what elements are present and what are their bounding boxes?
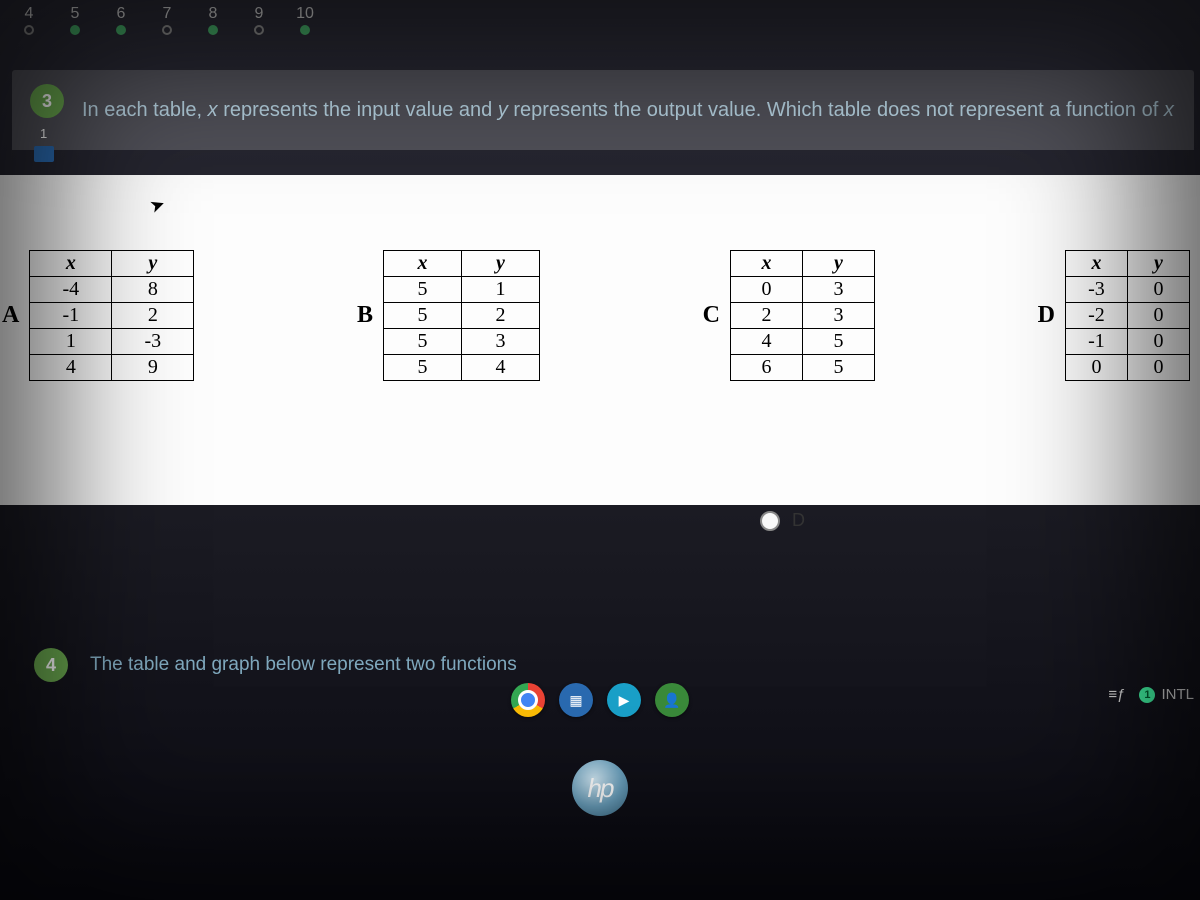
table-row: 1-3: [30, 329, 194, 355]
progress-dot-icon: [116, 25, 126, 35]
table-row: -20: [1065, 303, 1189, 329]
tables-row: A xy -48 -12 1-3 49 B xy 51 52 53 54 C x…: [0, 250, 1200, 381]
col-y: y: [462, 251, 540, 277]
table-row: -10: [1065, 329, 1189, 355]
next-question-text: The table and graph below represent two …: [90, 654, 517, 676]
choice-c[interactable]: C xy 03 23 45 65: [703, 250, 875, 381]
choice-label-c: C: [703, 302, 720, 329]
var-x: x: [208, 99, 218, 121]
table-row: 49: [30, 355, 194, 381]
chrome-icon[interactable]: [511, 683, 545, 717]
col-y: y: [112, 251, 194, 277]
page-nav-8[interactable]: 8: [190, 5, 236, 35]
page-progress-nav: 4 5 6 7 8 9 10: [0, 0, 1200, 40]
answer-option-d[interactable]: D: [760, 510, 805, 531]
table-row: 45: [730, 329, 874, 355]
progress-dot-icon: [70, 25, 80, 35]
intl-badge-icon: 1: [1139, 687, 1155, 703]
table-row: 23: [730, 303, 874, 329]
var-x: x: [1164, 99, 1174, 121]
table-c: xy 03 23 45 65: [730, 250, 875, 381]
var-y: y: [498, 99, 508, 121]
question-number-badge: 3: [30, 84, 64, 118]
table-row: 03: [730, 277, 874, 303]
col-y: y: [1127, 251, 1189, 277]
app-icon[interactable]: ▦: [559, 683, 593, 717]
table-a: xy -48 -12 1-3 49: [29, 250, 194, 381]
intl-label: INTL: [1161, 686, 1194, 703]
choice-a[interactable]: A xy -48 -12 1-3 49: [2, 250, 194, 381]
progress-dot-icon: [24, 25, 34, 35]
table-b: xy 51 52 53 54: [383, 250, 540, 381]
question-header: 3 1 In each table, x represents the inpu…: [12, 70, 1194, 150]
page-nav-4[interactable]: 4: [6, 5, 52, 35]
table-row: 65: [730, 355, 874, 381]
question-text-part: represents the input value and: [218, 99, 498, 121]
choice-d[interactable]: D xy -30 -20 -10 00: [1038, 250, 1190, 381]
progress-dot-icon: [208, 25, 218, 35]
page-nav-6[interactable]: 6: [98, 5, 144, 35]
page-nav-10[interactable]: 10: [282, 5, 328, 35]
col-y: y: [802, 251, 874, 277]
table-row: 54: [384, 355, 540, 381]
next-question-header: 4 The table and graph below represent tw…: [34, 648, 1194, 682]
table-row: -48: [30, 277, 194, 303]
col-x: x: [730, 251, 802, 277]
radio-icon[interactable]: [760, 511, 780, 531]
progress-dot-icon: [254, 25, 264, 35]
table-row: 00: [1065, 355, 1189, 381]
table-d: xy -30 -20 -10 00: [1065, 250, 1190, 381]
flag-icon[interactable]: [34, 146, 54, 162]
question-text: In each table, x represents the input va…: [82, 97, 1174, 124]
table-row: 52: [384, 303, 540, 329]
progress-dot-icon: [162, 25, 172, 35]
page-nav-7[interactable]: 7: [144, 5, 190, 35]
menu-icon[interactable]: ≡ƒ: [1108, 686, 1125, 703]
answer-option-label: D: [792, 510, 805, 531]
table-row: -12: [30, 303, 194, 329]
choice-label-d: D: [1038, 302, 1055, 329]
choice-label-b: B: [357, 302, 373, 329]
taskbar-shelf: ▦ ▶ 👤: [0, 678, 1200, 722]
progress-dot-icon: [300, 25, 310, 35]
page-nav-9[interactable]: 9: [236, 5, 282, 35]
camera-icon[interactable]: ▶: [607, 683, 641, 717]
app-icon[interactable]: 👤: [655, 683, 689, 717]
question-text-part: In each table,: [82, 99, 208, 121]
question-number-badge: 4: [34, 648, 68, 682]
col-x: x: [30, 251, 112, 277]
col-x: x: [384, 251, 462, 277]
table-row: -30: [1065, 277, 1189, 303]
question-text-part: represents the output value. Which table…: [508, 99, 1164, 121]
hp-logo-icon: hp: [572, 760, 628, 816]
status-tray[interactable]: ≡ƒ 1 INTL: [1108, 686, 1194, 703]
col-x: x: [1065, 251, 1127, 277]
table-row: 53: [384, 329, 540, 355]
question-sub-number: 1: [40, 126, 47, 141]
choice-label-a: A: [2, 302, 19, 329]
table-row: 51: [384, 277, 540, 303]
page-nav-5[interactable]: 5: [52, 5, 98, 35]
choice-b[interactable]: B xy 51 52 53 54: [357, 250, 540, 381]
